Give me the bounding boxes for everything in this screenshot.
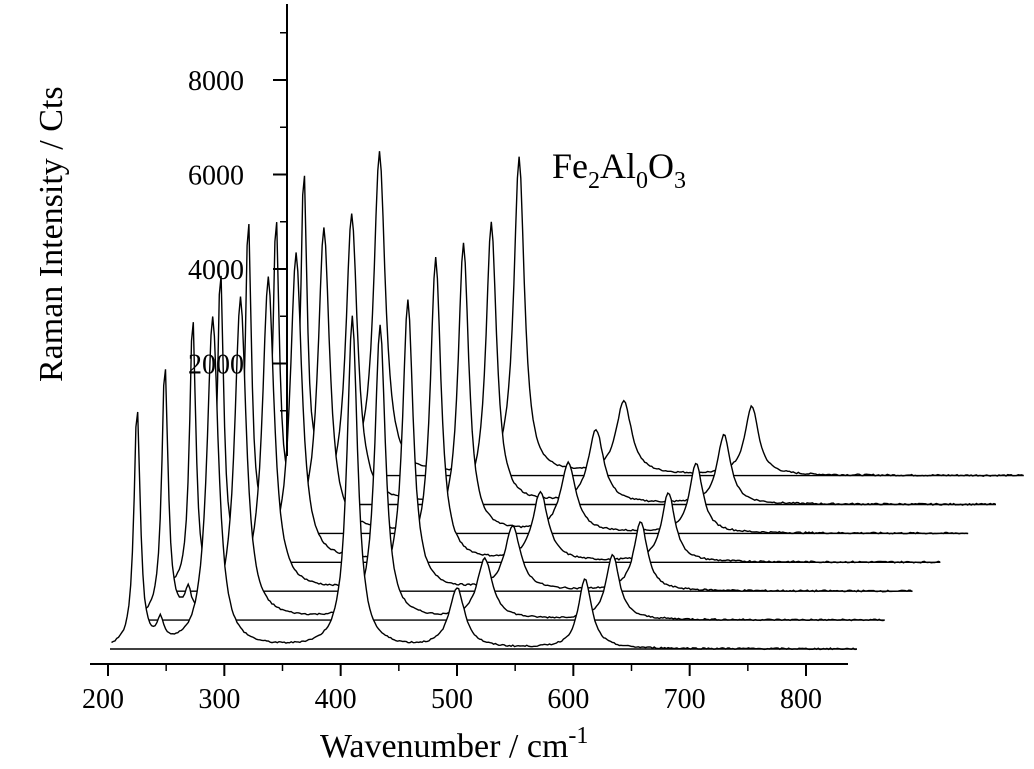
y-tick-label: 6000 xyxy=(188,161,244,192)
x-axis-title-sup: -1 xyxy=(568,723,588,749)
x-tick-label: 800 xyxy=(780,684,822,715)
x-tick-label: 700 xyxy=(664,684,706,715)
y-tick-label: 8000 xyxy=(188,66,244,97)
x-tick-label: 200 xyxy=(82,684,124,715)
x-tick-label: 600 xyxy=(547,684,589,715)
y-axis: 2000 4000 6000 8000 Raman Intensity / Cts xyxy=(33,4,288,456)
spectrum-line xyxy=(138,296,885,622)
spectra-group xyxy=(110,151,1024,651)
y-axis-title: Raman Intensity / Cts xyxy=(33,86,70,382)
annotation-el-1: Fe xyxy=(552,146,588,186)
x-tick-label: 400 xyxy=(315,684,357,715)
x-axis-title-main: Wavenumber / cm xyxy=(320,728,568,765)
y-tick-label: 2000 xyxy=(188,350,244,381)
x-tick-label: 300 xyxy=(198,684,240,715)
spectrum-line xyxy=(166,276,913,593)
spectrum-line xyxy=(111,315,857,651)
x-axis-title: Wavenumber / cm-1 xyxy=(320,723,588,765)
spectrum-line xyxy=(194,252,941,564)
annotation-sub-1: 2 xyxy=(588,168,600,194)
composition-annotation: Fe2Al0O3 xyxy=(552,146,686,194)
spectrum-fill xyxy=(276,151,1024,477)
annotation-sub-2: 0 xyxy=(636,168,648,194)
y-tick-label: 4000 xyxy=(188,255,244,286)
x-axis-ticks: 200 300 400 500 600 700 800 xyxy=(82,664,822,715)
y-axis-ticks: 2000 4000 6000 8000 xyxy=(188,32,287,412)
x-axis: 200 300 400 500 600 700 800 Wavenumber / cm-1 xyxy=(82,663,848,765)
annotation-sub-3: 3 xyxy=(674,168,686,194)
annotation-el-2: Al xyxy=(600,146,636,186)
annotation-el-3: O xyxy=(648,146,674,186)
x-tick-label: 500 xyxy=(431,684,473,715)
